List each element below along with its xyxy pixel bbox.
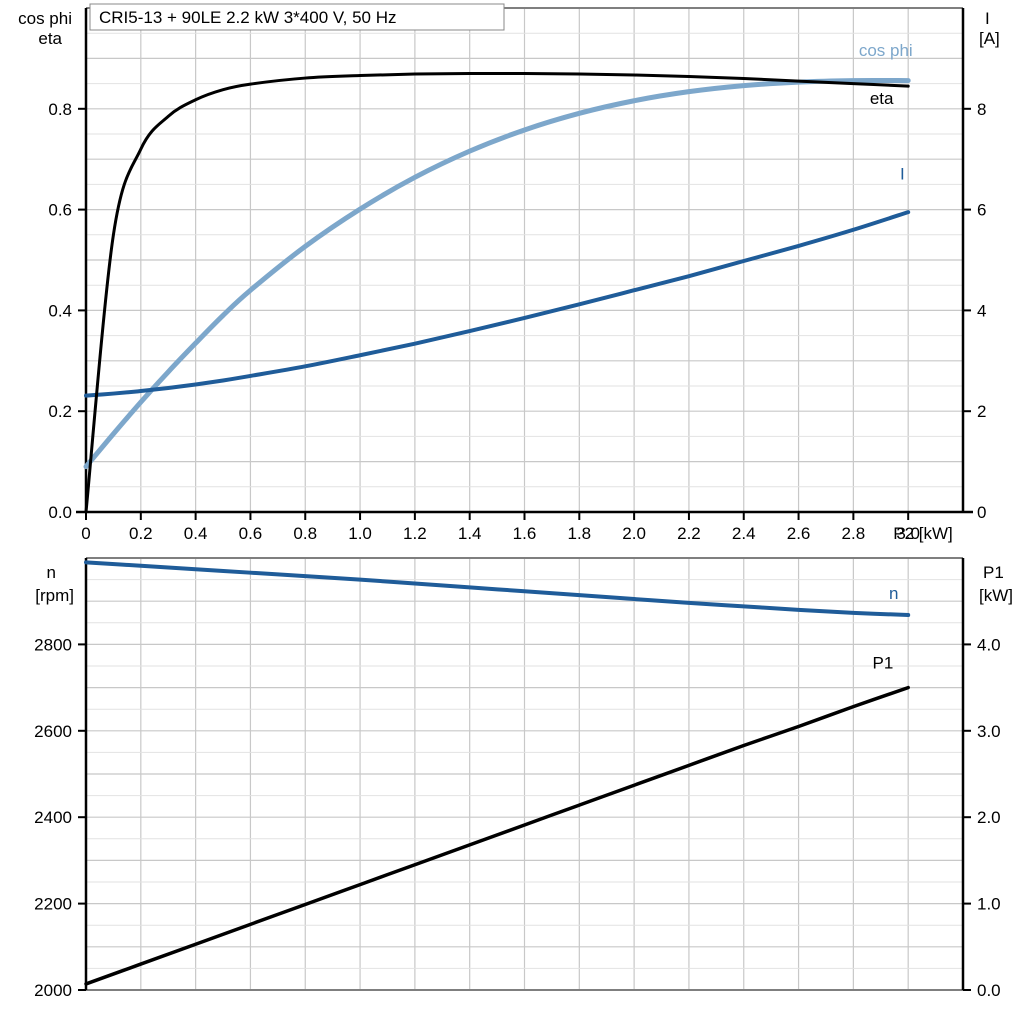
top-left-axis-title-1: cos phi xyxy=(18,9,72,28)
bottom-left-tick-label: 2200 xyxy=(34,895,72,914)
curve-label-p1: P1 xyxy=(873,654,894,673)
top-x-tick-label: 1.6 xyxy=(513,524,537,543)
top-right-tick-label: 4 xyxy=(977,301,986,320)
curve-label-current: I xyxy=(900,164,905,183)
curve-label-speed: n xyxy=(889,584,898,603)
curve-speed xyxy=(84,560,911,618)
top-x-tick-label: 0.8 xyxy=(293,524,317,543)
bottom-left-tick-label: 2800 xyxy=(34,635,72,654)
curve-p1 xyxy=(84,685,910,986)
bottom-left-axis-title-1: n xyxy=(47,563,56,582)
top-left-tick-label: 0.2 xyxy=(48,402,72,421)
chart-title-text: CRI5-13 + 90LE 2.2 kW 3*400 V, 50 Hz xyxy=(99,8,397,27)
bottom-left-tick-label: 2600 xyxy=(34,722,72,741)
curve-eta xyxy=(84,71,910,514)
top-x-axis-title: P2 [kW] xyxy=(893,524,953,543)
bottom-right-tick-label: 1.0 xyxy=(977,895,1001,914)
bottom-right-tick-label: 4.0 xyxy=(977,635,1001,654)
bottom-left-axis-title-2: [rpm] xyxy=(35,586,74,605)
bottom-right-tick-label: 0.0 xyxy=(977,981,1001,1000)
top-right-tick-label: 2 xyxy=(977,402,986,421)
top-left-tick-label: 0.0 xyxy=(48,503,72,522)
top-x-tick-label: 0.4 xyxy=(184,524,208,543)
bottom-right-tick-label: 2.0 xyxy=(977,808,1001,827)
top-x-tick-label: 1.8 xyxy=(567,524,591,543)
curve-current xyxy=(84,210,911,398)
top-left-tick-label: 0.4 xyxy=(48,301,72,320)
bottom-right-tick-label: 3.0 xyxy=(977,722,1001,741)
top-right-tick-label: 8 xyxy=(977,100,986,119)
top-x-tick-label: 2.4 xyxy=(732,524,756,543)
top-right-axis-title-1: I xyxy=(985,9,990,28)
bottom-right-axis-title-1: P1 xyxy=(983,563,1004,582)
top-x-tick-label: 2.2 xyxy=(677,524,701,543)
top-x-tick-label: 3.0 xyxy=(896,524,920,543)
top-left-axis-title-2: eta xyxy=(38,29,62,48)
top-right-tick-label: 0 xyxy=(977,503,986,522)
top-x-tick-label: 2.6 xyxy=(787,524,811,543)
top-x-tick-label: 1.2 xyxy=(403,524,427,543)
top-x-tick-label: 0.6 xyxy=(239,524,263,543)
bottom-left-tick-label: 2000 xyxy=(34,981,72,1000)
title-box xyxy=(89,3,505,31)
top-left-tick-label: 0.6 xyxy=(48,201,72,220)
top-x-tick-label: 1.0 xyxy=(348,524,372,543)
top-x-tick-label: 1.4 xyxy=(458,524,482,543)
curve-label-eta: eta xyxy=(870,89,894,108)
bottom-right-axis-title-2: [kW] xyxy=(979,586,1013,605)
bottom-left-tick-label: 2400 xyxy=(34,808,72,827)
top-left-tick-label: 0.8 xyxy=(48,100,72,119)
top-x-tick-label: 0.2 xyxy=(129,524,153,543)
top-x-tick-label: 2.8 xyxy=(842,524,866,543)
top-right-tick-label: 6 xyxy=(977,201,986,220)
top-x-tick-label: 0 xyxy=(81,524,90,543)
curve-cos-phi xyxy=(83,77,911,470)
top-right-axis-title-2: [A] xyxy=(979,29,1000,48)
curve-label-cos-phi: cos phi xyxy=(859,41,913,60)
top-x-tick-label: 2.0 xyxy=(622,524,646,543)
